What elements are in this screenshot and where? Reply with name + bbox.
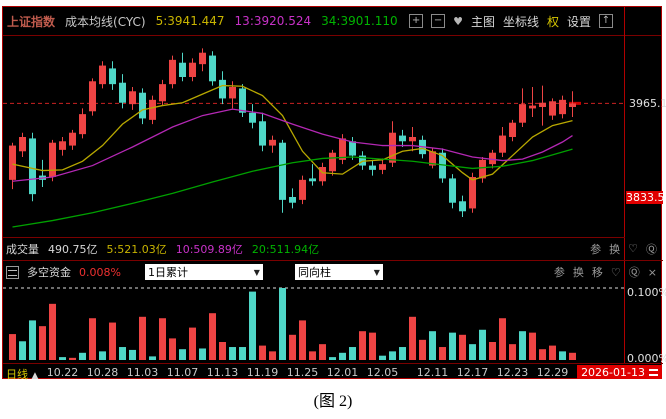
accumulation-dropdown-value: 1日累计 bbox=[147, 266, 188, 279]
accumulation-dropdown[interactable]: 1日累计 ▼ bbox=[144, 264, 263, 280]
price-axis-divider bbox=[624, 7, 625, 363]
fund-move-button[interactable]: 移 bbox=[591, 266, 603, 279]
fund-close-icon[interactable]: × bbox=[647, 265, 657, 279]
volume-ma10: 10:509.89亿 bbox=[175, 242, 243, 256]
figure-caption: (图 2) bbox=[313, 393, 353, 410]
volume-total: 490.75亿 bbox=[48, 242, 98, 256]
fund-zoom-icon[interactable]: Ⓠ bbox=[628, 266, 640, 279]
x-axis-tick: 12.01 bbox=[326, 366, 359, 379]
x-axis-tick: 10.22 bbox=[46, 366, 79, 379]
volume-param-button[interactable]: 参 bbox=[590, 242, 602, 256]
indicator-grid-icon[interactable] bbox=[6, 265, 19, 279]
period-selector[interactable]: 日线 ▲ bbox=[6, 366, 38, 382]
volume-title[interactable]: 成交量 bbox=[6, 242, 39, 256]
symbol-name[interactable]: 上证指数 bbox=[7, 14, 56, 29]
ma5-value: 5:3941.447 bbox=[155, 14, 225, 28]
zoom-out-icon[interactable]: − bbox=[431, 14, 446, 28]
x-axis-tick: 11.19 bbox=[246, 366, 279, 379]
main-chart-button[interactable]: 主图 bbox=[470, 14, 495, 29]
fund-bar-chart[interactable] bbox=[3, 284, 625, 362]
coordinates-button[interactable]: 坐标线 bbox=[502, 14, 539, 29]
volume-panel-header: 成交量 490.75亿 5:521.03亿 10:509.89亿 20:511.… bbox=[3, 238, 663, 259]
panel-divider bbox=[3, 237, 625, 238]
scale-top-label: 0.100% bbox=[627, 286, 666, 299]
x-axis-tick: 12.17 bbox=[456, 366, 489, 379]
current-date-box[interactable]: 2026-01-13 bbox=[577, 365, 662, 379]
favorite-icon[interactable]: ♥ bbox=[453, 14, 463, 28]
volume-ma5: 5:521.03亿 bbox=[106, 242, 167, 256]
chart-controls: + − ♥ 主图 坐标线 权 设置 ↑ bbox=[409, 13, 661, 30]
main-chart-header: 上证指数 成本均线(CYC) 5:3941.447 13:3920.524 34… bbox=[3, 7, 661, 36]
candlestick-canvas[interactable] bbox=[3, 37, 625, 237]
x-axis-tick: 11.07 bbox=[166, 366, 199, 379]
x-axis-tick: 12.05 bbox=[366, 366, 399, 379]
marker-price-label: 3833.5 bbox=[626, 191, 665, 205]
fund-tools: 参 换 移 ♡ Ⓠ × bbox=[554, 264, 663, 280]
fund-bar-canvas[interactable] bbox=[3, 284, 625, 362]
x-axis-tick: 12.11 bbox=[416, 366, 449, 379]
settings-button[interactable]: 设置 bbox=[566, 14, 591, 29]
ma34-value: 34:3901.110 bbox=[321, 14, 398, 28]
current-date-label: 2026-01-13 bbox=[581, 365, 645, 379]
panel-resize-icon[interactable] bbox=[649, 368, 658, 376]
period-label: 日线 bbox=[6, 368, 28, 381]
volume-tools: 参 换 ♡ Ⓠ bbox=[590, 241, 663, 257]
dropdown-caret-icon: ▼ bbox=[373, 267, 380, 277]
period-arrow-icon: ▲ bbox=[31, 371, 39, 381]
volume-switch-button[interactable]: 换 bbox=[609, 242, 621, 256]
scale-bottom-label: 0.000% bbox=[627, 352, 666, 365]
bar-style-dropdown-value: 同向柱 bbox=[297, 266, 331, 279]
x-axis-tick: 11.13 bbox=[206, 366, 239, 379]
indicator-name[interactable]: 成本均线(CYC) bbox=[65, 14, 146, 29]
candlestick-chart[interactable] bbox=[3, 37, 625, 237]
volume-ma20: 20:511.94亿 bbox=[251, 242, 320, 256]
fund-title[interactable]: 多空资金 bbox=[27, 266, 71, 279]
x-axis-tick: 12.23 bbox=[496, 366, 529, 379]
fund-switch-button[interactable]: 换 bbox=[572, 266, 584, 279]
chart-frame: 上证指数 成本均线(CYC) 5:3941.447 13:3920.524 34… bbox=[2, 6, 666, 382]
bar-style-dropdown[interactable]: 同向柱 ▼ bbox=[294, 264, 383, 280]
fund-panel-header: 多空资金 0.008% 1日累计 ▼ 同向柱 ▼ 参 换 移 ♡ Ⓠ × bbox=[3, 260, 663, 283]
x-axis-tick: 10.28 bbox=[86, 366, 119, 379]
volume-favorite-icon[interactable]: ♡ bbox=[628, 242, 638, 255]
fund-value: 0.008% bbox=[79, 265, 121, 279]
ma13-value: 13:3920.524 bbox=[234, 14, 312, 28]
fund-param-button[interactable]: 参 bbox=[553, 266, 565, 279]
x-axis-row: 日线 ▲ 10.22 10.28 11.03 11.07 11.13 11.19 11.25… bbox=[3, 363, 663, 382]
zoom-in-icon[interactable]: + bbox=[409, 14, 424, 28]
x-axis-tick: 12.29 bbox=[536, 366, 569, 379]
x-axis-tick: 11.03 bbox=[126, 366, 159, 379]
rights-adjust-button[interactable]: 权 bbox=[546, 14, 559, 29]
expand-icon[interactable]: ↑ bbox=[599, 14, 613, 28]
fund-favorite-icon[interactable]: ♡ bbox=[610, 265, 621, 279]
indicator-values: 上证指数 成本均线(CYC) 5:3941.447 13:3920.524 34… bbox=[3, 13, 398, 30]
dropdown-caret-icon: ▼ bbox=[253, 267, 260, 277]
x-axis-tick: 11.25 bbox=[286, 366, 319, 379]
last-price-label: 3965.1 bbox=[629, 97, 666, 111]
volume-zoom-icon[interactable]: Ⓠ bbox=[646, 242, 657, 256]
